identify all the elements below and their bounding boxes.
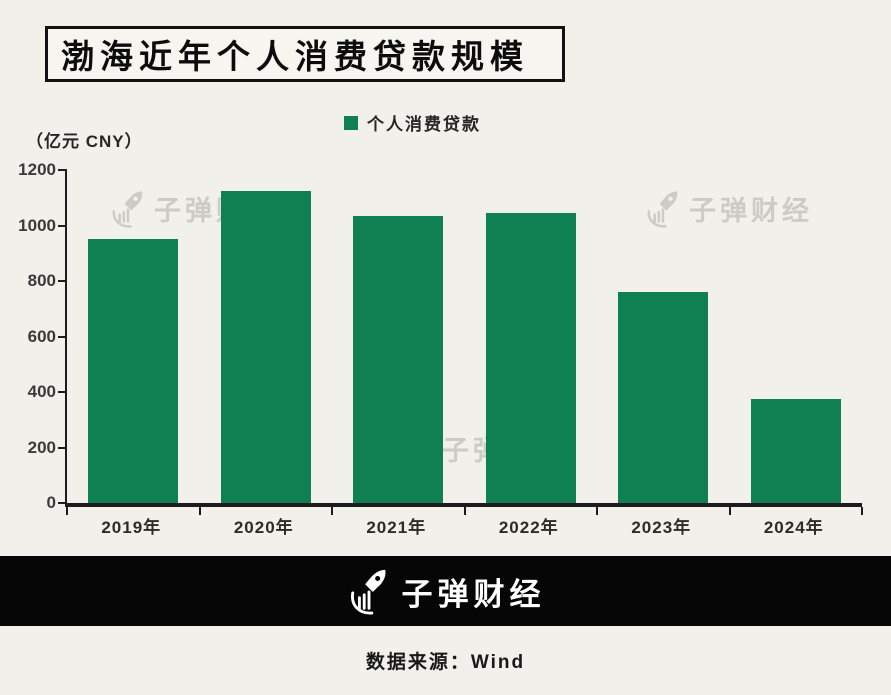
x-axis-tick (728, 507, 731, 515)
y-tick-label: 200 (27, 437, 56, 457)
x-axis-tick (66, 507, 68, 515)
x-tick-label: 2023年 (631, 518, 692, 537)
y-tick-label: 0 (46, 493, 56, 512)
y-axis-tick (58, 335, 67, 338)
bar-2020年 (220, 190, 311, 503)
data-source-text: 数据来源：Wind (365, 652, 526, 673)
y-axis-tick (58, 280, 67, 282)
y-tick-label: 1200 (18, 160, 56, 179)
x-axis-tick (596, 507, 598, 515)
y-axis-tick (58, 224, 67, 227)
bar-2021年 (353, 215, 444, 503)
y-tick-label: 400 (27, 382, 56, 401)
y-tick-label: 800 (27, 271, 56, 290)
source-bar: 数据来源：Wind (0, 626, 891, 695)
x-tick-label: 2020年 (233, 518, 294, 537)
rocket-logo-icon (346, 566, 392, 616)
brand-logo-text: 子弹财经 (401, 576, 546, 612)
legend-swatch-icon (344, 115, 358, 130)
bar-2019年 (88, 239, 179, 503)
title-box: 渤海近年个人消费贷款规模 (45, 26, 565, 82)
brand-footer-bar: 子弹财经 (0, 556, 891, 626)
y-axis-tick (58, 502, 67, 504)
x-tick-label: 2024年 (763, 518, 824, 537)
x-axis-tick (861, 507, 863, 515)
y-axis-tick (58, 446, 67, 449)
y-tick-label: 1000 (18, 215, 56, 235)
y-tick-label: 600 (27, 326, 56, 346)
legend: 个人消费贷款 (344, 110, 481, 135)
page-title: 渤海近年个人消费贷款规模 (61, 38, 529, 75)
y-axis-unit-label: （亿元 CNY） (26, 132, 143, 151)
x-tick-label: 2021年 (366, 518, 427, 537)
bar-2023年 (618, 292, 709, 503)
bar-2024年 (750, 398, 841, 503)
y-axis-tick (58, 169, 67, 171)
bar-2022年 (485, 213, 576, 503)
x-tick-label: 2022年 (498, 518, 559, 537)
x-tick-label: 2019年 (101, 518, 162, 537)
legend-label: 个人消费贷款 (367, 115, 481, 134)
x-axis-tick (331, 507, 333, 515)
y-axis-tick (58, 391, 67, 393)
bar-chart-plot (58, 169, 863, 515)
x-axis-tick (198, 507, 201, 515)
x-axis-tick (463, 507, 466, 515)
